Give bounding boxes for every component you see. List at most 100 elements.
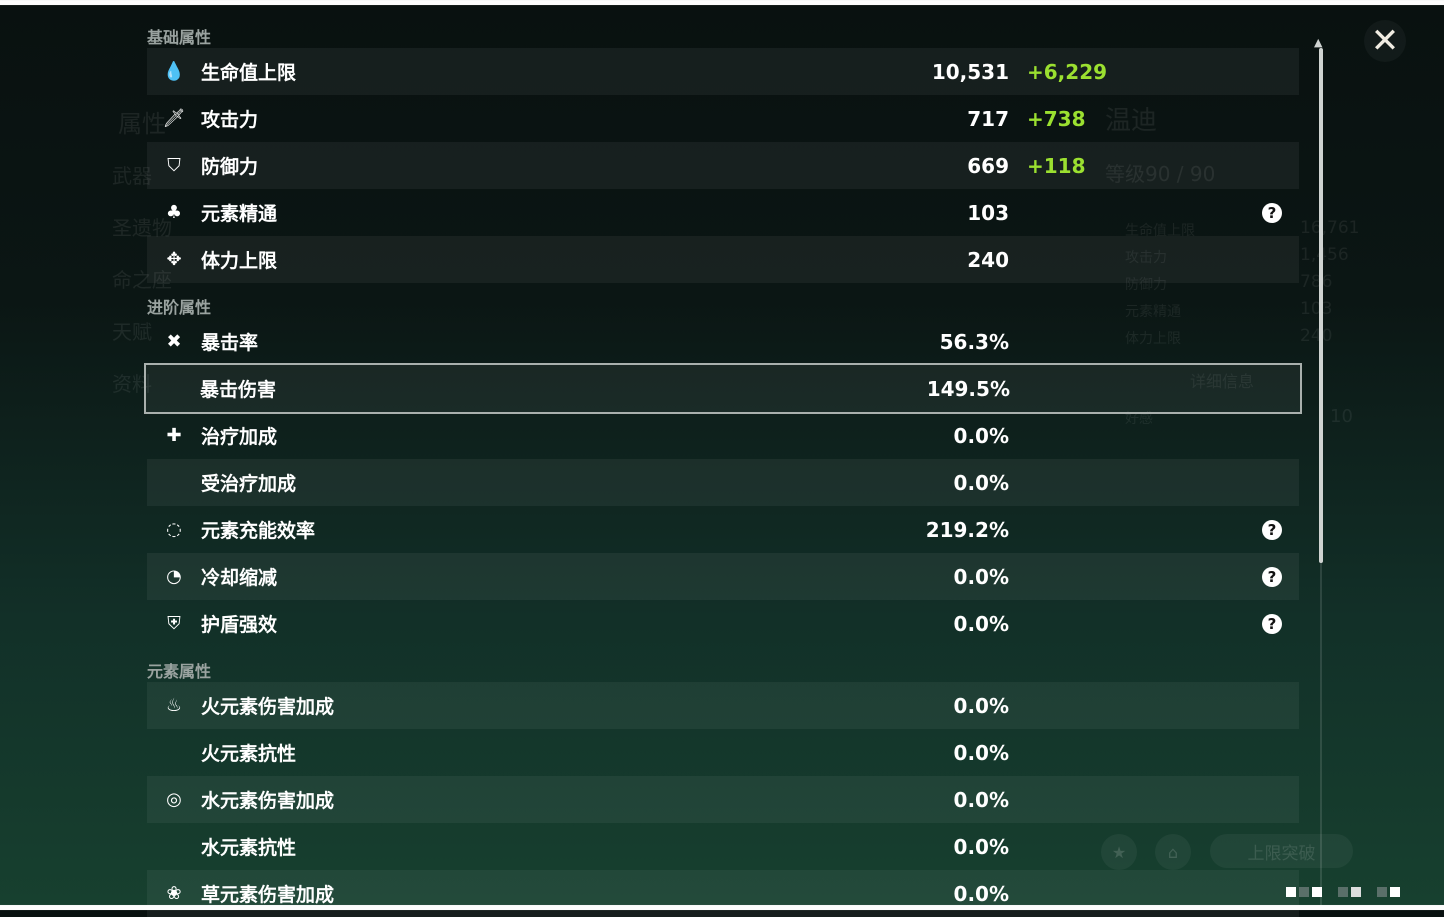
- cooldown-icon: ◔: [166, 566, 182, 587]
- stat-row[interactable]: ♨ 火元素伤害加成 0.0%: [147, 682, 1299, 729]
- defense-shield-icon: ⛉: [167, 155, 181, 176]
- stat-row[interactable]: ◎ 水元素伤害加成 0.0%: [147, 776, 1299, 823]
- stat-value: 0.0%: [953, 470, 1009, 495]
- stat-row[interactable]: ✖ 暴击率 56.3%: [147, 318, 1299, 365]
- stat-row[interactable]: ✥ 体力上限 240: [147, 236, 1299, 283]
- section-header: 基础属性: [147, 28, 212, 47]
- help-question-icon[interactable]: ?: [1262, 202, 1282, 223]
- attack-sword-icon: 🗡: [162, 108, 186, 129]
- scroll-up-icon[interactable]: ▲: [1314, 36, 1323, 49]
- mini-stat-label: 防御力: [1125, 277, 1167, 293]
- mini-stat-value: 1,456: [1300, 245, 1349, 265]
- stat-row[interactable]: ❀ 草元素伤害加成 0.0%: [147, 870, 1299, 917]
- mini-stat-value: 16,761: [1300, 218, 1360, 238]
- stat-label: 暴击率: [201, 332, 259, 354]
- mini-stat-label: 攻击力: [1125, 250, 1167, 266]
- stat-label: 治疗加成: [201, 426, 278, 448]
- healing-cross-icon: ✚: [166, 425, 182, 446]
- dendro-icon: ❀: [166, 883, 182, 904]
- character-level: 等级90 / 90: [1105, 162, 1216, 186]
- stat-row[interactable]: 水元素抗性 0.0%: [147, 823, 1299, 870]
- stat-value: 0.0%: [953, 834, 1009, 859]
- stat-label: 护盾强效: [201, 614, 278, 636]
- uid-mosaic: [1286, 887, 1400, 897]
- energy-recharge-icon: ◌: [166, 519, 182, 540]
- stat-row[interactable]: 火元素抗性 0.0%: [147, 729, 1299, 776]
- card-icon[interactable]: ★: [1101, 834, 1137, 870]
- stat-bonus: +118: [1027, 153, 1086, 178]
- stamina-icon: ✥: [166, 249, 182, 270]
- stat-row[interactable]: 💧 生命值上限 10,531 +6,229: [147, 48, 1299, 95]
- help-question-icon[interactable]: ?: [1262, 613, 1282, 634]
- stat-value: 0.0%: [953, 740, 1009, 765]
- stat-row[interactable]: ◌ 元素充能效率 219.2%?: [147, 506, 1299, 553]
- shield-strength-icon: ⛨: [167, 613, 181, 634]
- stat-label: 受治疗加成: [201, 473, 297, 495]
- stat-row[interactable]: ⛉ 防御力 669 +118: [147, 142, 1299, 189]
- stat-label: 元素精通: [201, 203, 278, 225]
- stat-label: 草元素伤害加成: [201, 884, 335, 906]
- stat-label: 水元素抗性: [201, 837, 297, 859]
- section-header: 元素属性: [147, 662, 212, 681]
- character-name: 温迪: [1105, 106, 1158, 136]
- help-question-icon[interactable]: ?: [1262, 519, 1282, 540]
- stat-value: 669: [967, 153, 1009, 178]
- stat-row[interactable]: ♣ 元素精通 103?: [147, 189, 1299, 236]
- stat-bonus: +6,229: [1027, 59, 1108, 84]
- stat-value: 717: [967, 106, 1009, 131]
- stat-value: 0.0%: [953, 881, 1009, 906]
- mini-stat-label: 体力上限: [1125, 331, 1181, 347]
- section-header: 进阶属性: [147, 298, 212, 317]
- hydro-icon: ◎: [166, 789, 182, 810]
- stat-row[interactable]: ◔ 冷却缩减 0.0%?: [147, 553, 1299, 600]
- stat-value: 0.0%: [953, 611, 1009, 636]
- stat-value: 56.3%: [939, 329, 1009, 354]
- pyro-icon: ♨: [165, 695, 183, 716]
- stat-row[interactable]: ✚ 治疗加成 0.0%: [147, 412, 1299, 459]
- side-tab-profile[interactable]: 资料: [112, 372, 152, 396]
- elemental-mastery-icon: ♣: [165, 202, 183, 223]
- stat-value: 219.2%: [925, 517, 1009, 542]
- stat-row[interactable]: ⛨ 护盾强效 0.0%?: [147, 600, 1299, 647]
- stat-label: 生命值上限: [201, 62, 297, 84]
- stat-value: 149.5%: [926, 376, 1010, 401]
- scrollbar-thumb[interactable]: [1319, 48, 1323, 563]
- side-tab-constellation[interactable]: 命之座: [112, 268, 172, 292]
- outfit-hanger-icon[interactable]: ⌂: [1155, 834, 1191, 870]
- stat-row[interactable]: 暴击伤害 149.5%: [144, 363, 1302, 414]
- stat-label: 冷却缩减: [201, 567, 278, 589]
- stat-value: 103: [967, 200, 1009, 225]
- stat-label: 火元素抗性: [201, 743, 297, 765]
- stat-value: 0.0%: [953, 787, 1009, 812]
- stat-row[interactable]: 🗡 攻击力 717 +738: [147, 95, 1299, 142]
- stat-label: 暴击伤害: [200, 379, 277, 401]
- stat-label: 水元素伤害加成: [201, 790, 335, 812]
- ascend-button[interactable]: 上限突破: [1210, 834, 1353, 868]
- stat-value: 10,531: [931, 59, 1009, 84]
- stat-label: 元素充能效率: [201, 520, 316, 542]
- mini-stat-label: 生命值上限: [1125, 223, 1195, 239]
- close-x-icon[interactable]: ✕: [1364, 20, 1406, 62]
- mini-stat-value: 786: [1300, 272, 1333, 292]
- mini-stat-value: 103: [1300, 299, 1333, 319]
- stat-bonus: +738: [1027, 106, 1086, 131]
- help-question-icon[interactable]: ?: [1262, 566, 1282, 587]
- side-tab-talents[interactable]: 天赋: [112, 320, 152, 344]
- side-tab-attributes[interactable]: 属性: [118, 110, 166, 138]
- stat-value: 0.0%: [953, 693, 1009, 718]
- stat-label: 体力上限: [201, 250, 278, 272]
- stat-row[interactable]: 受治疗加成 0.0%: [147, 459, 1299, 506]
- hp-drop-icon: 💧: [162, 61, 186, 82]
- mini-stat-label: 元素精通: [1125, 304, 1181, 320]
- stat-label: 防御力: [201, 156, 259, 178]
- side-tab-artifacts[interactable]: 圣遗物: [112, 216, 172, 240]
- stat-value: 240: [967, 247, 1009, 272]
- friendship-value: 10: [1330, 406, 1353, 427]
- stat-value: 0.0%: [953, 564, 1009, 589]
- side-tab-weapon[interactable]: 武器: [112, 164, 152, 188]
- crit-rate-icon: ✖: [166, 331, 182, 352]
- stat-label: 火元素伤害加成: [201, 696, 335, 718]
- details-button[interactable]: 详细信息: [1190, 372, 1255, 391]
- friendship-label: 好感: [1125, 411, 1153, 427]
- stat-label: 攻击力: [201, 109, 259, 131]
